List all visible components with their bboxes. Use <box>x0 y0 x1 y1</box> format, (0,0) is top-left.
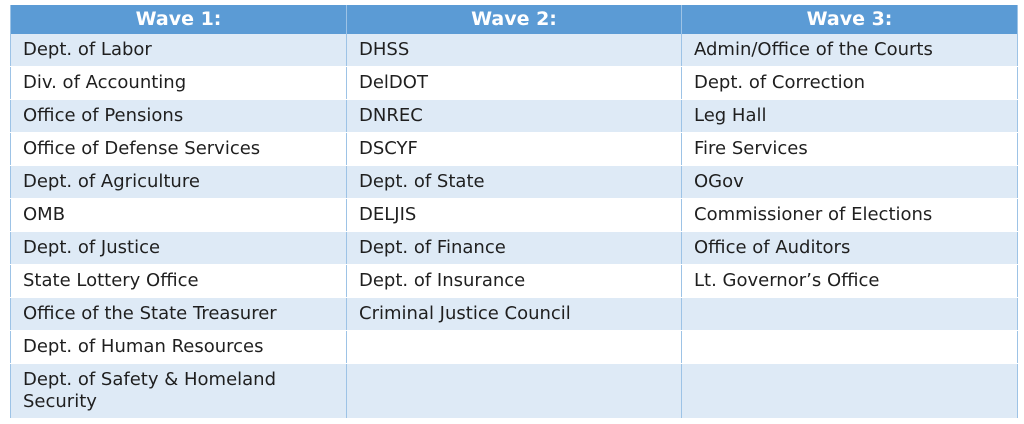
wave-2-cell: Dept. of Insurance <box>346 264 682 298</box>
wave-2-cell: Criminal Justice Council <box>346 297 682 331</box>
table-row: Dept. of Justice Dept. of Finance Office… <box>10 231 1018 265</box>
wave-3-cell: Fire Services <box>681 132 1018 166</box>
wave-1-cell: Dept. of Labor <box>10 34 347 67</box>
table-row: Dept. of Agriculture Dept. of State OGov <box>10 165 1018 199</box>
wave-3-cell: Admin/Office of the Courts <box>681 34 1018 67</box>
table-row: Office of Defense Services DSCYF Fire Se… <box>10 132 1018 166</box>
wave-1-cell: Div. of Accounting <box>10 66 347 100</box>
table-row: Office of the State Treasurer Criminal J… <box>10 297 1018 331</box>
wave-1-cell: Office of Pensions <box>10 99 347 133</box>
table-row: Div. of Accounting DelDOT Dept. of Corre… <box>10 66 1018 100</box>
table-row: OMB DELJIS Commissioner of Elections <box>10 198 1018 232</box>
wave-3-cell <box>681 297 1018 331</box>
wave-1-cell: Office of Defense Services <box>10 132 347 166</box>
wave-3-cell: Leg Hall <box>681 99 1018 133</box>
wave-3-cell: Lt. Governor’s Office <box>681 264 1018 298</box>
wave-3-cell: Commissioner of Elections <box>681 198 1018 232</box>
wave-2-cell: DNREC <box>346 99 682 133</box>
table-row: Dept. of Human Resources <box>10 330 1018 364</box>
header-wave-1: Wave 1: <box>10 5 347 34</box>
wave-3-cell: Office of Auditors <box>681 231 1018 265</box>
wave-1-cell: Dept. of Agriculture <box>10 165 347 199</box>
wave-1-cell: Dept. of Safety & Homeland Security <box>10 363 347 419</box>
header-wave-3: Wave 3: <box>681 5 1018 34</box>
wave-1-cell: State Lottery Office <box>10 264 347 298</box>
wave-2-cell <box>346 330 682 364</box>
wave-1-cell: Office of the State Treasurer <box>10 297 347 331</box>
table-row: Dept. of Labor DHSS Admin/Office of the … <box>10 34 1018 67</box>
wave-2-cell: Dept. of State <box>346 165 682 199</box>
wave-3-cell <box>681 330 1018 364</box>
wave-2-cell: DSCYF <box>346 132 682 166</box>
wave-2-cell: DelDOT <box>346 66 682 100</box>
wave-2-cell <box>346 363 682 419</box>
wave-2-cell: DHSS <box>346 34 682 67</box>
wave-3-cell <box>681 363 1018 419</box>
wave-2-cell: DELJIS <box>346 198 682 232</box>
wave-1-cell: Dept. of Justice <box>10 231 347 265</box>
waves-table: Wave 1: Wave 2: Wave 3: Dept. of Labor D… <box>10 5 1018 419</box>
wave-1-cell: Dept. of Human Resources <box>10 330 347 364</box>
table-row: Dept. of Safety & Homeland Security <box>10 363 1018 419</box>
table-row: Office of Pensions DNREC Leg Hall <box>10 99 1018 133</box>
wave-3-cell: OGov <box>681 165 1018 199</box>
wave-2-cell: Dept. of Finance <box>346 231 682 265</box>
wave-1-cell: OMB <box>10 198 347 232</box>
wave-3-cell: Dept. of Correction <box>681 66 1018 100</box>
table-row: State Lottery Office Dept. of Insurance … <box>10 264 1018 298</box>
header-row: Wave 1: Wave 2: Wave 3: <box>10 5 1018 34</box>
header-wave-2: Wave 2: <box>346 5 682 34</box>
